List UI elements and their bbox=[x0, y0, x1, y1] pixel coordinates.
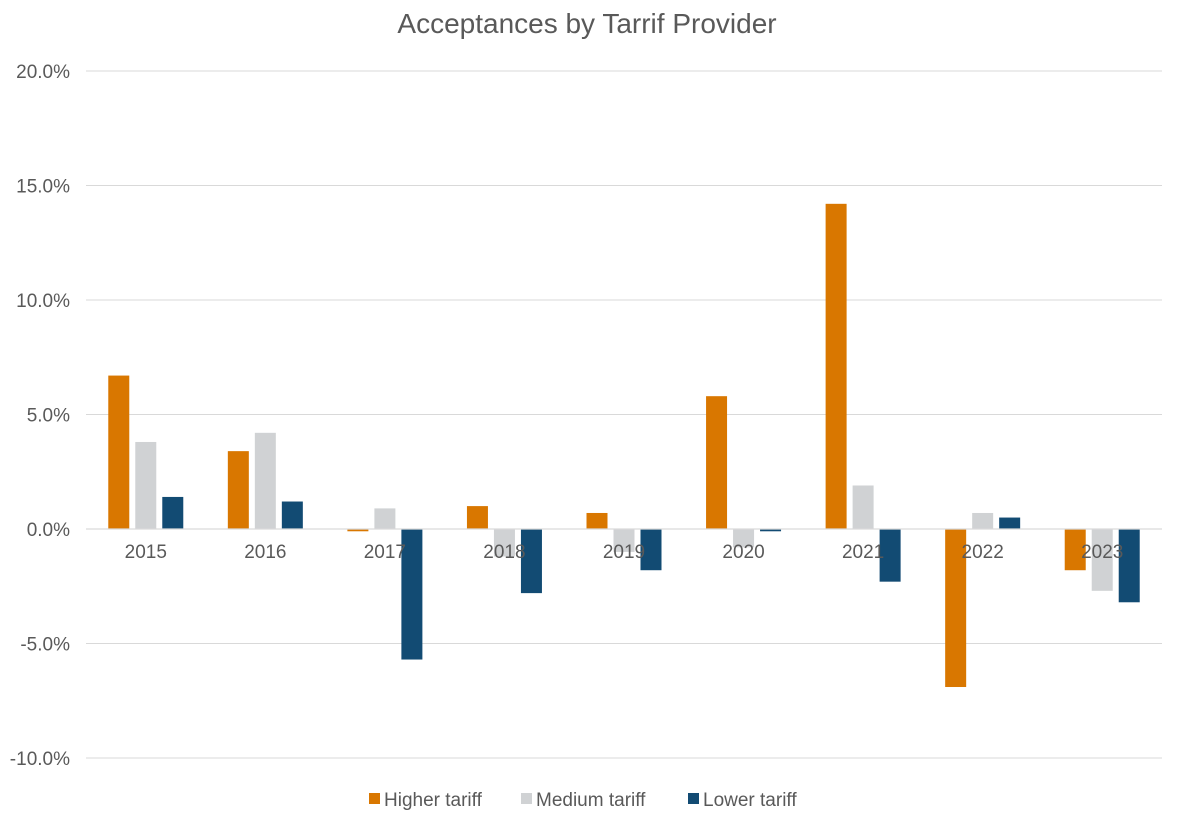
y-tick-label: 20.0% bbox=[16, 62, 70, 83]
bar-lower-tariff-2016 bbox=[281, 501, 303, 529]
x-category-label: 2022 bbox=[962, 542, 1004, 563]
bar-lower-tariff-2022 bbox=[999, 517, 1021, 529]
bar-medium-tariff-2018 bbox=[493, 529, 515, 557]
bar-medium-tariff-2022 bbox=[972, 512, 994, 529]
bar-lower-tariff-2020 bbox=[760, 529, 782, 532]
legend-item: Medium tariff bbox=[521, 790, 646, 811]
bar-higher-tariff-2019 bbox=[586, 512, 608, 529]
y-tick-label: 15.0% bbox=[16, 177, 70, 198]
bar-lower-tariff-2019 bbox=[640, 529, 662, 571]
y-tick-label: -5.0% bbox=[20, 635, 70, 656]
bar-lower-tariff-2018 bbox=[520, 529, 542, 594]
chart-title: Acceptances by Tarrif Provider bbox=[397, 8, 776, 39]
x-category-label: 2015 bbox=[125, 542, 167, 563]
x-category-label: 2019 bbox=[603, 542, 645, 563]
x-category-label: 2017 bbox=[364, 542, 406, 563]
x-category-label: 2020 bbox=[722, 542, 764, 563]
legend-swatch bbox=[521, 793, 532, 804]
y-tick-label: 0.0% bbox=[27, 520, 70, 541]
legend-label: Higher tariff bbox=[384, 790, 483, 811]
gridlines bbox=[86, 70, 1162, 759]
y-tick-label: 10.0% bbox=[16, 291, 70, 312]
bar-medium-tariff-2020 bbox=[733, 529, 755, 548]
bar-medium-tariff-2016 bbox=[254, 432, 276, 529]
bar-higher-tariff-2017 bbox=[347, 529, 369, 532]
bar-higher-tariff-2020 bbox=[706, 396, 728, 529]
legend-item: Lower tariff bbox=[688, 790, 797, 811]
bar-medium-tariff-2015 bbox=[135, 441, 157, 529]
x-category-label: 2021 bbox=[842, 542, 884, 563]
legend-swatch bbox=[688, 793, 699, 804]
bar-higher-tariff-2022 bbox=[945, 529, 967, 688]
bar-higher-tariff-2016 bbox=[227, 451, 249, 529]
y-tick-label: -10.0% bbox=[10, 749, 70, 770]
legend: Higher tariff Medium tariff Lower tariff bbox=[369, 790, 797, 811]
bar-higher-tariff-2021 bbox=[825, 203, 847, 529]
y-axis-ticks: 20.0% 15.0% 10.0% 5.0% 0.0% -5.0% -10.0% bbox=[10, 62, 70, 770]
legend-item: Higher tariff bbox=[369, 790, 483, 811]
bar-medium-tariff-2019 bbox=[613, 529, 635, 552]
bar-medium-tariff-2017 bbox=[374, 508, 396, 529]
bar-medium-tariff-2023 bbox=[1091, 529, 1113, 591]
bar-lower-tariff-2015 bbox=[162, 496, 184, 529]
bar-lower-tariff-2017 bbox=[401, 529, 423, 660]
bars bbox=[108, 203, 1140, 688]
y-tick-label: 5.0% bbox=[27, 406, 70, 427]
bar-higher-tariff-2015 bbox=[108, 375, 130, 529]
legend-swatch bbox=[369, 793, 380, 804]
bar-higher-tariff-2018 bbox=[466, 506, 488, 529]
x-category-label: 2018 bbox=[483, 542, 525, 563]
bar-higher-tariff-2023 bbox=[1064, 529, 1086, 571]
x-axis-categories: 2015 2016 2017 2018 2019 2020 2021 2022 2023 bbox=[125, 542, 1124, 563]
bar-medium-tariff-2021 bbox=[852, 485, 874, 529]
x-category-label: 2016 bbox=[244, 542, 286, 563]
legend-label: Lower tariff bbox=[703, 790, 797, 811]
bar-lower-tariff-2023 bbox=[1118, 529, 1140, 603]
legend-label: Medium tariff bbox=[536, 790, 646, 811]
bar-lower-tariff-2021 bbox=[879, 529, 901, 582]
x-category-label: 2023 bbox=[1081, 542, 1123, 563]
